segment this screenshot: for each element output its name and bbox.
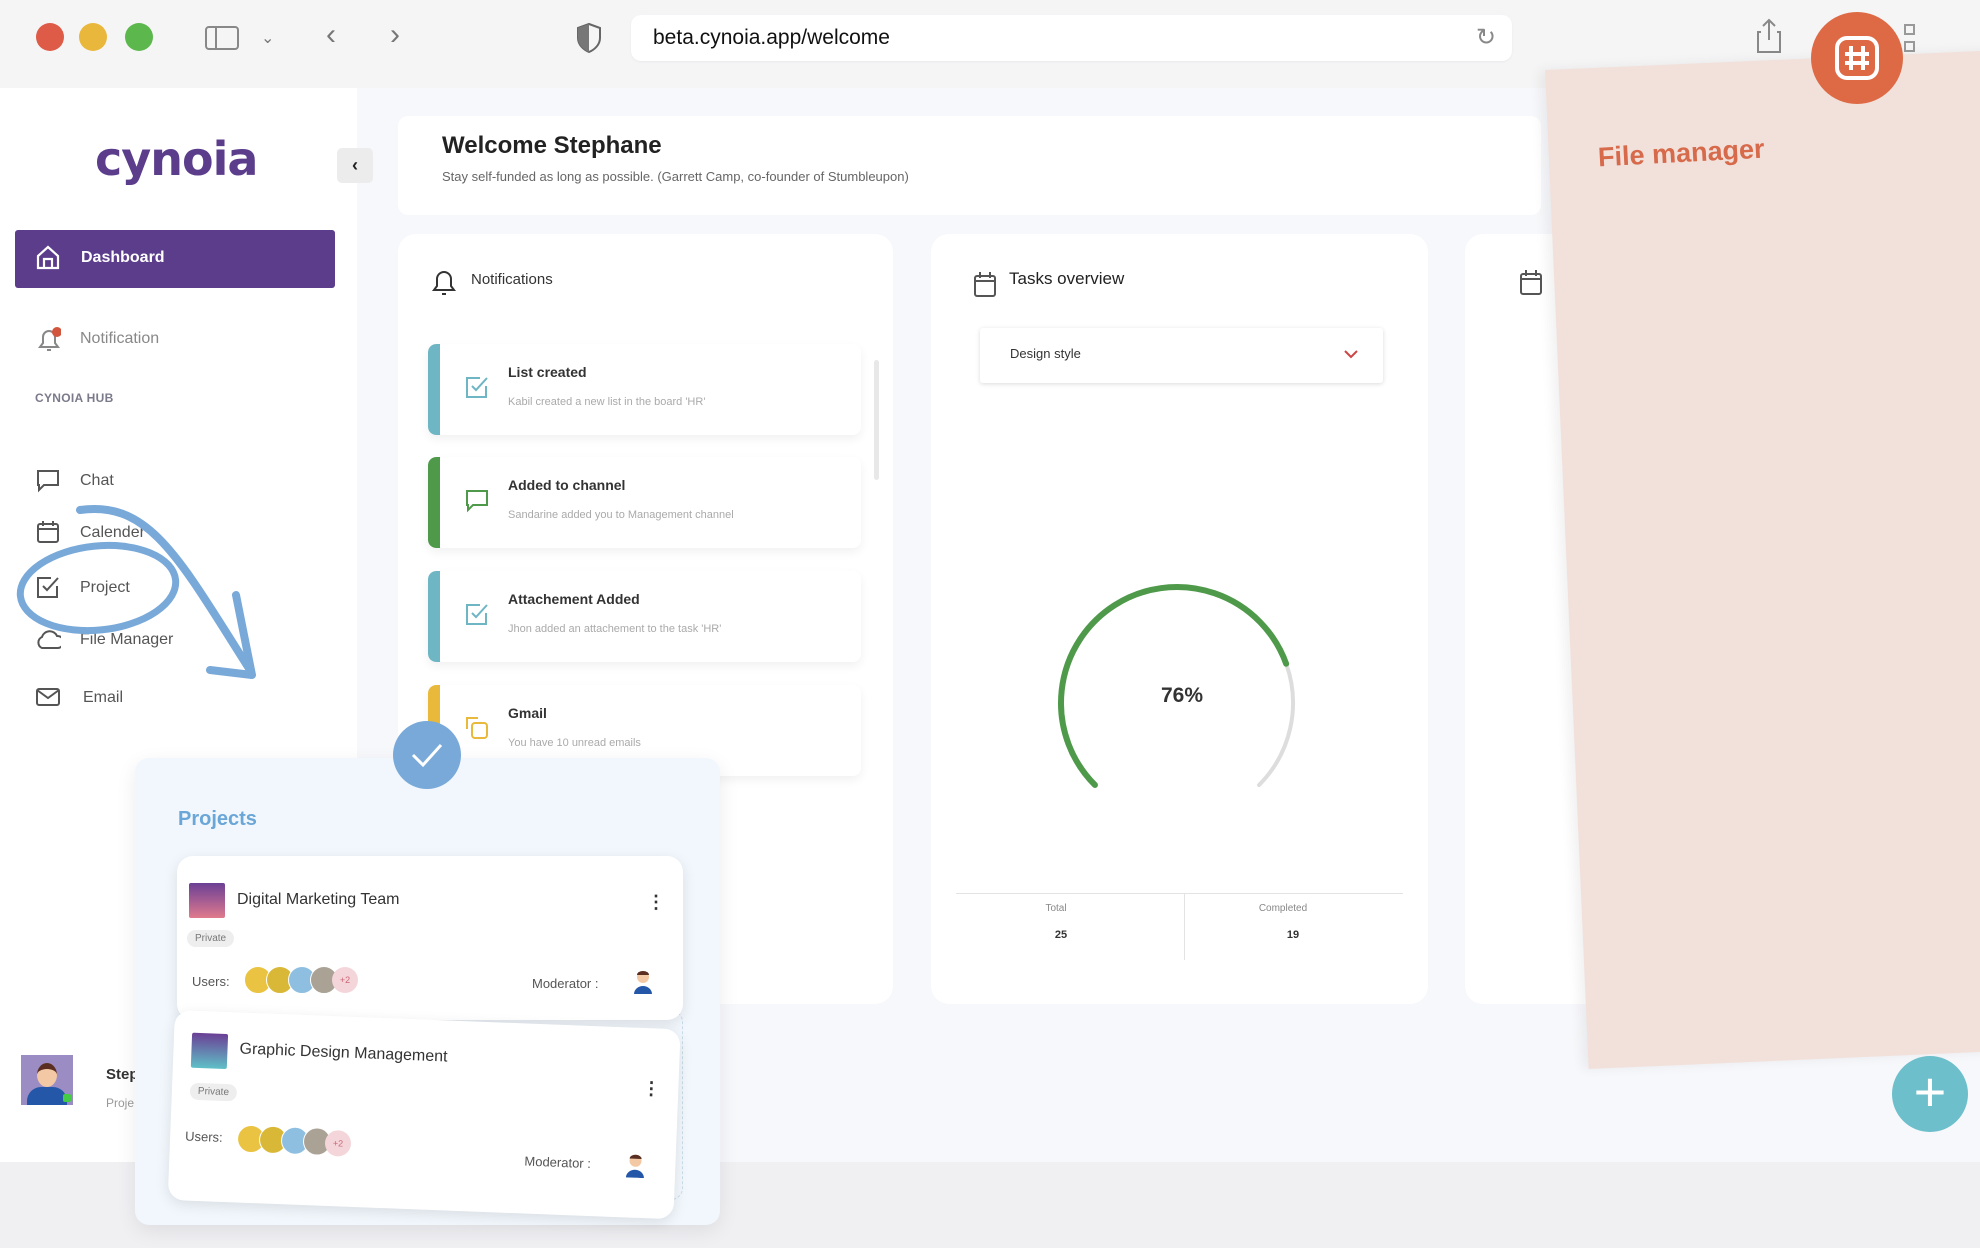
checkmark-icon [411,743,443,768]
gauge-percent: 76% [1160,684,1204,707]
chevron-down-icon [1344,350,1358,359]
moderator-avatar[interactable] [624,1151,647,1179]
add-button[interactable]: + [1892,1056,1968,1132]
scrollbar[interactable] [874,360,879,480]
home-icon [36,245,60,270]
user-role: Proje [106,1096,135,1110]
tasks-title: Tasks overview [1009,269,1125,288]
address-bar[interactable]: beta.cynoia.app/welcome ↻ [631,15,1512,61]
maximize-window-button[interactable] [125,23,153,51]
bell-icon [432,271,456,295]
section-label: CYNOIA HUB [35,391,114,405]
annotation-arrow [16,504,256,679]
project-color [189,883,225,918]
progress-gauge [1058,584,1295,789]
notification-item[interactable]: Added to channel Sandarine added you to … [428,457,861,548]
sidebar-toggle-icon[interactable] [205,26,239,50]
divider [1184,893,1185,960]
notifications-title: Notifications [471,271,553,288]
quote: Stay self-funded as long as possible. (G… [442,169,909,184]
gauge-track [1257,661,1295,788]
calendar-icon [1520,270,1542,295]
private-badge: Private [189,1082,238,1102]
chat-icon [37,470,59,493]
calendar-icon [37,521,59,543]
file-manager-panel[interactable] [1545,49,1980,1070]
checkbox-icon [466,377,488,398]
category-select[interactable]: Design style [980,328,1383,383]
project-color [190,1032,229,1070]
welcome-header: Welcome Stephane Stay self-funded as lon… [398,116,1541,215]
user-avatar[interactable] [21,1055,73,1105]
reload-icon[interactable]: ↻ [1475,24,1496,51]
chat-icon [466,490,488,513]
share-icon[interactable] [1755,18,1783,54]
minimize-window-button[interactable] [79,23,107,51]
shield-icon[interactable] [576,22,602,54]
chevron-down-icon[interactable]: ⌄ [261,30,275,47]
check-badge [393,721,461,789]
projects-title: Projects [178,808,257,830]
page-title: Welcome Stephane [442,132,662,159]
forward-icon[interactable]: › [390,18,400,51]
more-users-badge[interactable]: +2 [332,967,358,993]
checkbox-icon [466,604,488,625]
chevron-left-icon: ‹ [352,155,358,175]
back-icon[interactable]: ‹ [326,18,336,51]
accent-bar [428,344,440,435]
mail-icon [36,688,60,706]
total-value: 25 [1054,929,1068,941]
more-users-badge[interactable]: +2 [324,1129,352,1157]
bell-icon [38,327,61,351]
accent-bar [428,571,440,662]
hashtag-icon [1835,36,1879,80]
kebab-menu-icon[interactable]: ⋮ [647,892,665,912]
gauge-fill [1058,584,1290,789]
project-card[interactable]: Graphic Design Management Private Users:… [167,1010,681,1220]
calendar-icon [974,272,996,297]
copy-icon [466,717,488,739]
sidebar-item-dashboard[interactable]: Dashboard [15,230,335,288]
cloud-icon [37,630,61,649]
tabs-overview-icon[interactable] [1885,24,1915,52]
notification-item[interactable]: List created Kabil created a new list in… [428,344,861,435]
completed-label: Completed [1258,903,1308,914]
moderator-avatar[interactable] [632,968,654,994]
cynoia-logo[interactable]: cynoia [95,132,258,186]
accent-bar [428,457,440,548]
divider [956,893,1403,894]
close-window-button[interactable] [36,23,64,51]
kebab-menu-icon[interactable]: ⋮ [641,1078,661,1099]
project-card[interactable]: Digital Marketing Team Private Users: +2… [177,856,683,1020]
private-badge: Private [187,930,235,947]
checkbox-icon [37,577,59,598]
completed-value: 19 [1286,929,1300,941]
user-name: Step [106,1066,139,1083]
hashtag-badge[interactable] [1811,12,1903,104]
total-label: Total [1045,903,1067,914]
browser-toolbar: ⌄ ‹ › beta.cynoia.app/welcome ↻ [0,0,1980,88]
collapse-sidebar-button[interactable]: ‹ [337,148,373,183]
plus-icon: + [1913,1060,1947,1123]
notification-item[interactable]: Attachement Added Jhon added an attachem… [428,571,861,662]
